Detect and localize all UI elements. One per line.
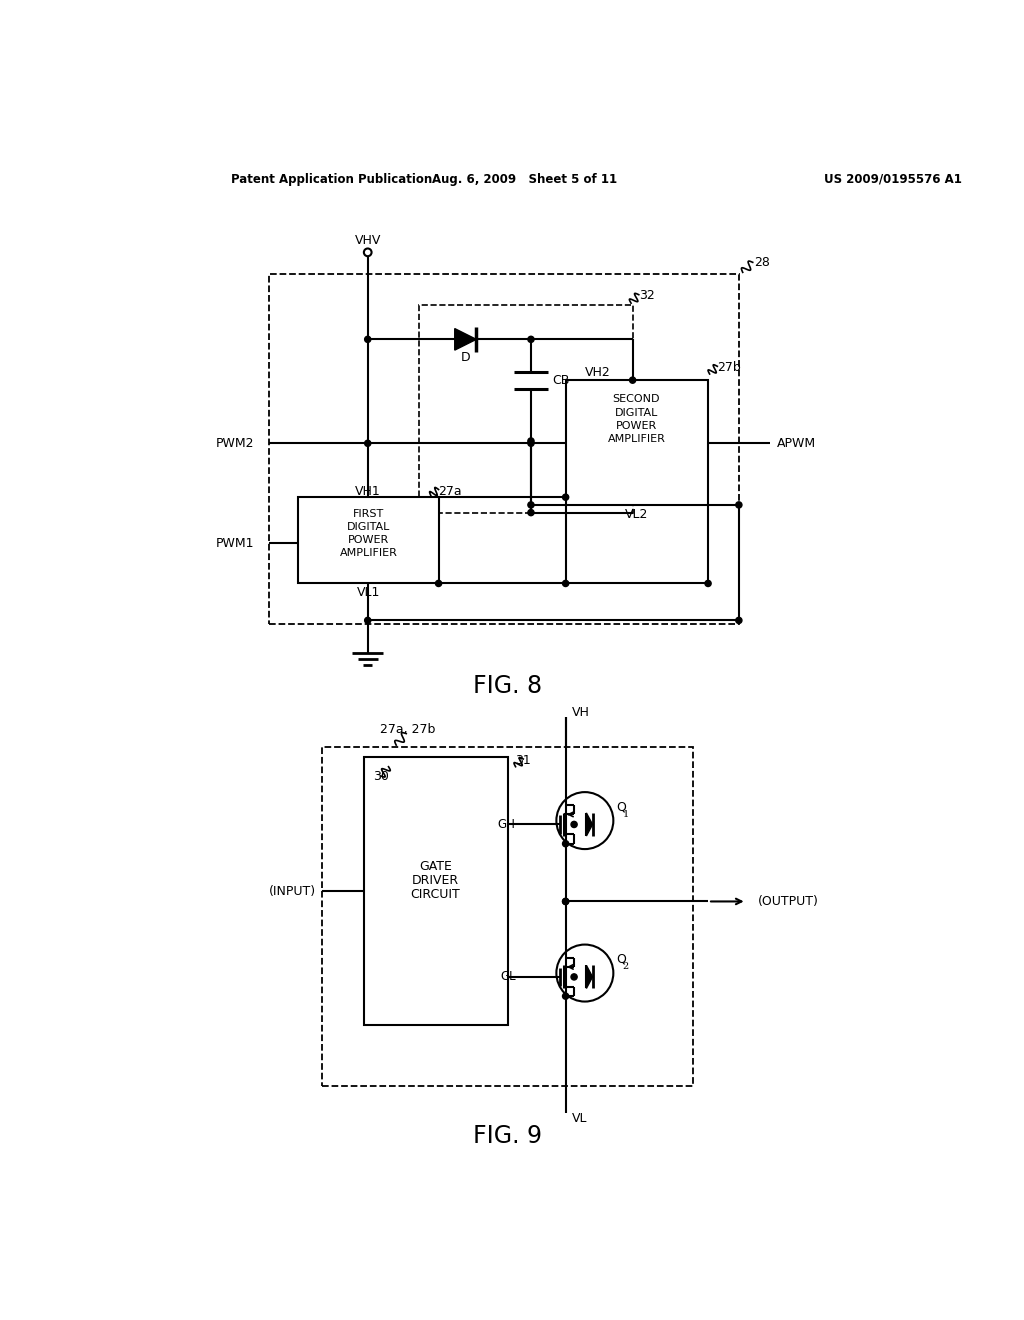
Circle shape xyxy=(736,618,742,623)
Text: (INPUT): (INPUT) xyxy=(268,884,315,898)
Circle shape xyxy=(736,502,742,508)
Text: GL: GL xyxy=(500,970,515,983)
Polygon shape xyxy=(587,965,593,989)
Text: AMPLIFIER: AMPLIFIER xyxy=(607,434,666,444)
Text: Q: Q xyxy=(616,953,627,966)
Text: 32: 32 xyxy=(639,289,654,302)
Circle shape xyxy=(562,581,568,586)
Bar xyxy=(269,275,739,624)
Text: CB: CB xyxy=(553,375,570,388)
Bar xyxy=(565,380,708,506)
Text: Aug. 6, 2009   Sheet 5 of 11: Aug. 6, 2009 Sheet 5 of 11 xyxy=(432,173,617,186)
Text: DRIVER: DRIVER xyxy=(412,874,459,887)
Text: AMPLIFIER: AMPLIFIER xyxy=(340,548,397,558)
Text: FIRST: FIRST xyxy=(353,510,384,519)
Text: D: D xyxy=(461,351,470,363)
Text: VH2: VH2 xyxy=(585,366,610,379)
Text: VH1: VH1 xyxy=(355,484,381,498)
Text: PWM1: PWM1 xyxy=(215,537,254,550)
Circle shape xyxy=(562,899,568,904)
Text: PWM2: PWM2 xyxy=(215,437,254,450)
Bar xyxy=(322,747,692,1086)
Text: 1: 1 xyxy=(623,810,629,818)
Circle shape xyxy=(562,899,568,904)
Text: 27b: 27b xyxy=(717,362,741,375)
Polygon shape xyxy=(455,329,476,350)
Text: SECOND: SECOND xyxy=(612,395,660,404)
Text: APWM: APWM xyxy=(777,437,816,450)
Text: 30: 30 xyxy=(373,770,389,783)
Text: FIG. 9: FIG. 9 xyxy=(473,1125,543,1148)
Text: GH: GH xyxy=(498,818,515,832)
Text: GATE: GATE xyxy=(419,861,452,874)
Text: VL: VL xyxy=(571,1111,588,1125)
Bar xyxy=(364,756,508,1024)
Text: POWER: POWER xyxy=(348,536,389,545)
Circle shape xyxy=(571,821,578,828)
Circle shape xyxy=(365,618,371,623)
Circle shape xyxy=(705,581,711,586)
Bar xyxy=(419,305,633,512)
Text: VH: VH xyxy=(571,706,590,719)
Circle shape xyxy=(528,438,535,444)
Circle shape xyxy=(365,441,371,446)
Text: CIRCUIT: CIRCUIT xyxy=(411,888,461,902)
Text: VL2: VL2 xyxy=(625,508,648,520)
Text: POWER: POWER xyxy=(615,421,657,430)
Text: DIGITAL: DIGITAL xyxy=(347,523,390,532)
Circle shape xyxy=(435,581,441,586)
Text: FIG. 8: FIG. 8 xyxy=(473,673,543,698)
Text: Patent Application Publication: Patent Application Publication xyxy=(230,173,432,186)
Circle shape xyxy=(528,502,535,508)
Circle shape xyxy=(528,441,535,446)
Text: 27a, 27b: 27a, 27b xyxy=(380,723,435,737)
Text: VHV: VHV xyxy=(354,234,381,247)
Text: VL1: VL1 xyxy=(356,586,380,599)
Polygon shape xyxy=(587,813,593,836)
Text: DIGITAL: DIGITAL xyxy=(614,408,658,417)
Circle shape xyxy=(571,974,578,979)
Circle shape xyxy=(365,337,371,342)
Text: 31: 31 xyxy=(515,754,531,767)
Circle shape xyxy=(630,378,636,383)
Circle shape xyxy=(528,510,535,516)
Text: 2: 2 xyxy=(623,962,629,972)
Text: 27a: 27a xyxy=(438,484,462,498)
Text: (OUTPUT): (OUTPUT) xyxy=(758,895,819,908)
Text: US 2009/0195576 A1: US 2009/0195576 A1 xyxy=(823,173,962,186)
Circle shape xyxy=(528,337,535,342)
Circle shape xyxy=(562,993,568,999)
Text: Q: Q xyxy=(616,800,627,813)
Circle shape xyxy=(562,494,568,500)
Bar xyxy=(298,498,438,583)
Text: 28: 28 xyxy=(755,256,770,269)
Circle shape xyxy=(562,841,568,847)
